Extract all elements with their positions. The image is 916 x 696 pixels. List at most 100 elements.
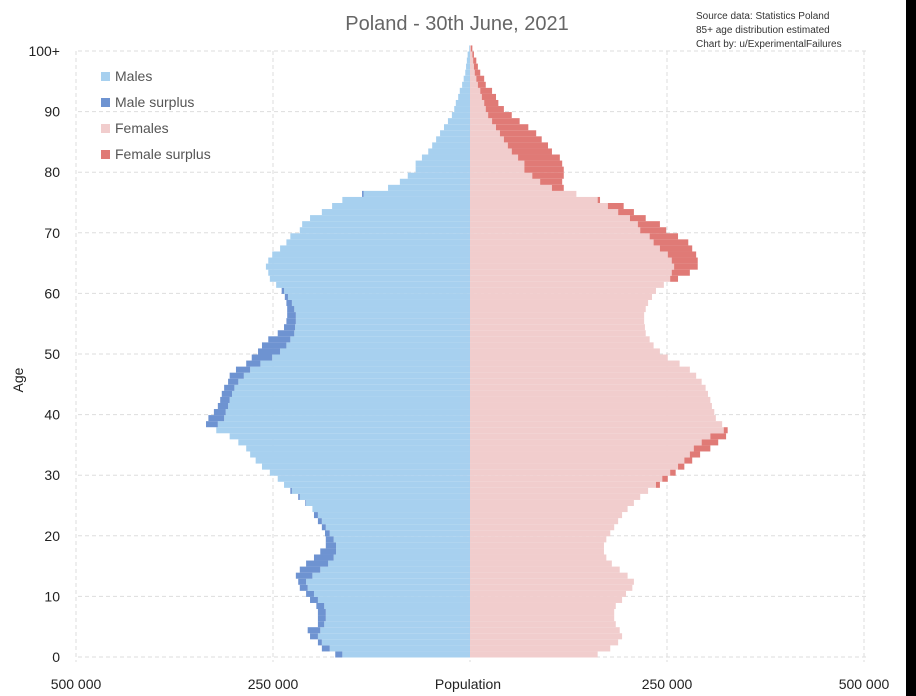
bar-females	[470, 421, 723, 428]
chart-title: Poland - 30th June, 2021	[345, 13, 569, 35]
bar-males	[286, 239, 470, 246]
bar-males	[436, 136, 470, 143]
bar-females	[470, 554, 607, 561]
bar-females	[470, 481, 656, 488]
bar-males	[317, 512, 470, 519]
y-tick-labels: 0 10 20 30 40 50 60 70 80 90 100+	[28, 43, 60, 665]
legend: Males Male surplus Females Female surplus	[101, 68, 211, 162]
bar-female-surplus	[701, 439, 719, 446]
bar-females	[470, 409, 715, 416]
bar-males	[459, 87, 470, 94]
bar-female-surplus	[503, 136, 542, 143]
bar-males	[329, 530, 470, 537]
bar-female-surplus	[470, 45, 473, 52]
bar-male-surplus	[268, 336, 291, 343]
bar-male-surplus	[281, 287, 285, 294]
bar-females	[470, 178, 541, 185]
bar-females	[470, 451, 690, 458]
bar-females	[470, 469, 671, 476]
bar-females	[470, 196, 598, 203]
bar-males	[342, 651, 470, 658]
bar-males	[465, 69, 470, 76]
bar-females	[470, 542, 604, 549]
bar-male-surplus	[321, 524, 326, 531]
bar-females	[470, 63, 474, 70]
note-source: Source data: Statistics Poland	[696, 11, 829, 22]
bar-females	[470, 221, 638, 228]
bar-males	[302, 221, 470, 228]
bar-females	[470, 602, 616, 610]
bar-females	[470, 318, 645, 325]
bar-females	[470, 378, 702, 385]
bar-males	[320, 627, 470, 634]
bar-males	[294, 330, 470, 337]
bar-males	[455, 99, 470, 107]
bar-males	[312, 572, 470, 579]
bar-males	[421, 154, 470, 161]
bar-female-surplus	[511, 148, 552, 155]
bar-females	[470, 257, 672, 264]
bar-females	[470, 536, 607, 543]
x-tick-label: 500 000	[839, 676, 890, 692]
bar-males	[467, 51, 470, 58]
bar-males	[333, 554, 470, 561]
bar-males	[454, 106, 470, 113]
bar-males	[324, 602, 470, 610]
bar-females	[470, 548, 604, 555]
bar-males	[261, 463, 470, 470]
bar-male-surplus	[362, 190, 364, 197]
legend-label: Males	[115, 68, 152, 84]
bar-females	[470, 621, 616, 628]
bar-female-surplus	[524, 160, 563, 167]
y-tick-label: 90	[44, 104, 60, 120]
bar-male-surplus	[220, 396, 230, 403]
bar-males	[462, 81, 470, 88]
bar-male-surplus	[325, 542, 337, 549]
bar-male-surplus	[317, 609, 326, 616]
bar-males	[232, 390, 470, 397]
bar-females	[470, 136, 504, 143]
bar-female-surplus	[473, 63, 478, 70]
bar-females	[470, 172, 533, 179]
bar-females	[470, 330, 646, 337]
bar-male-surplus	[317, 518, 322, 525]
bar-male-surplus	[317, 639, 322, 646]
bar-female-surplus	[597, 196, 601, 203]
bar-males	[268, 269, 470, 276]
bar-male-surplus	[286, 299, 292, 307]
bar-males	[342, 196, 470, 203]
bar-females	[470, 560, 612, 567]
bar-females	[470, 118, 493, 125]
bar-males	[280, 245, 470, 252]
bar-females	[470, 166, 525, 173]
bar-females	[470, 609, 615, 616]
bar-males	[243, 372, 470, 379]
bar-females	[470, 372, 697, 379]
bar-female-surplus	[689, 451, 701, 458]
bar-female-surplus	[640, 227, 667, 234]
y-tick-label: 0	[52, 649, 60, 665]
bar-females	[470, 590, 627, 597]
bar-female-surplus	[507, 142, 549, 149]
x-tick-label: 500 000	[51, 676, 102, 692]
bar-males	[325, 609, 470, 616]
bar-females	[470, 275, 671, 282]
bar-male-surplus	[307, 627, 321, 634]
y-tick-label: 30	[44, 467, 60, 483]
bar-males	[317, 596, 470, 603]
bar-males	[310, 215, 470, 222]
bar-males	[260, 360, 470, 367]
legend-swatch	[101, 98, 110, 107]
bar-males	[272, 354, 470, 361]
bar-males	[286, 342, 470, 349]
bar-females	[470, 475, 663, 482]
bar-female-surplus	[532, 172, 564, 179]
bar-females	[470, 160, 525, 167]
bar-males	[466, 57, 470, 64]
bar-males	[415, 160, 470, 167]
bar-females	[470, 518, 619, 525]
bar-males	[238, 378, 470, 385]
legend-label: Female surplus	[115, 146, 211, 162]
bar-males	[312, 506, 470, 513]
bar-females	[470, 487, 649, 494]
